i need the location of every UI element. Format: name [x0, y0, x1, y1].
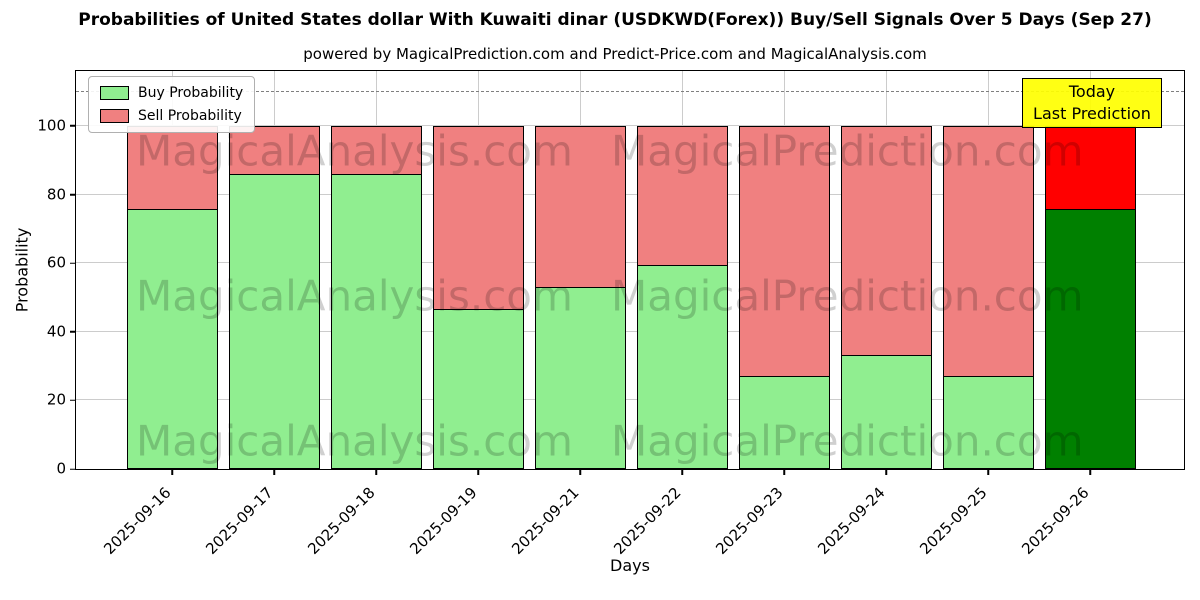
plot-area: Buy Probability Sell Probability Today L…	[37, 70, 1185, 558]
legend-item-buy: Buy Probability	[100, 85, 243, 101]
x-tick-label-text: 2025-09-16	[99, 483, 175, 559]
bar-segment-sell	[432, 125, 524, 310]
x-tick-mark	[681, 469, 683, 475]
x-tick-label-text: 2025-09-17	[201, 483, 277, 559]
x-tick-mark	[579, 469, 581, 475]
y-tick-mark	[70, 193, 76, 196]
watermark-text: MagicalPrediction.com	[611, 271, 1084, 321]
today-annotation: Today Last Prediction	[1022, 78, 1162, 128]
y-gridline	[76, 124, 1184, 126]
bar-segment-buy	[126, 209, 218, 469]
bar-segment-buy	[330, 173, 422, 469]
x-tick-mark	[477, 469, 479, 475]
today-annotation-line1: Today	[1068, 82, 1116, 101]
y-tick-mark	[70, 468, 76, 470]
bar-segment-sell	[942, 125, 1034, 377]
x-tick-label-text: 2025-09-22	[609, 483, 685, 559]
legend-label-sell: Sell Probability	[138, 108, 242, 124]
legend-label-buy: Buy Probability	[138, 85, 244, 101]
y-tick-label: 40	[46, 322, 66, 341]
x-tick-mark	[273, 469, 275, 475]
y-gridline	[76, 262, 1184, 264]
bar-segment-sell	[840, 125, 932, 355]
today-annotation-line2: Last Prediction	[1033, 104, 1151, 123]
sell-swatch-icon	[100, 109, 129, 123]
bar-segment-buy	[1044, 209, 1136, 469]
y-gridline	[76, 193, 1184, 195]
bar-segment-buy	[942, 376, 1034, 469]
x-tick-label-text: 2025-09-18	[303, 483, 379, 559]
buy-swatch-icon	[100, 86, 129, 100]
y-gridline	[76, 330, 1184, 332]
bar-segment-buy	[432, 309, 524, 469]
legend: Buy Probability Sell Probability	[88, 76, 256, 133]
bar-segment-sell	[228, 125, 320, 174]
x-tick-label-text: 2025-09-21	[507, 483, 583, 559]
watermark-text: MagicalAnalysis.com	[136, 271, 573, 321]
x-axis-label: Days	[610, 556, 650, 575]
bar-segment-buy	[228, 173, 320, 469]
watermark-text: MagicalAnalysis.com	[136, 416, 573, 466]
x-tick-label-text: 2025-09-23	[711, 483, 787, 559]
bar-segment-sell	[1044, 125, 1136, 210]
bar-segment-buy	[534, 287, 626, 469]
x-tick-mark	[885, 469, 887, 475]
chart-subtitle: powered by MagicalPrediction.com and Pre…	[303, 45, 927, 63]
chart-title: Probabilities of United States dollar Wi…	[78, 10, 1152, 30]
y-axis-label: Probability	[12, 227, 32, 313]
watermark-text: MagicalPrediction.com	[611, 126, 1084, 176]
watermark-text: MagicalAnalysis.com	[136, 126, 573, 176]
y-tick-label: 60	[46, 253, 66, 272]
x-tick-mark	[375, 469, 377, 475]
threshold-line	[76, 90, 1184, 92]
bar-segment-sell	[330, 125, 422, 174]
x-tick-label-text: 2025-09-26	[1017, 483, 1093, 559]
bar-segment-sell	[126, 125, 218, 210]
x-tick-label-text: 2025-09-25	[915, 483, 991, 559]
y-tick-label: 100	[37, 116, 66, 135]
y-tick-mark	[70, 125, 76, 127]
bar-segment-sell	[636, 125, 728, 265]
y-tick-label: 0	[56, 459, 66, 478]
y-tick-mark	[70, 399, 76, 402]
bar-segment-buy	[636, 264, 728, 469]
x-tick-mark	[987, 469, 989, 475]
x-tick-mark	[1089, 469, 1091, 475]
bar-segment-sell	[738, 125, 830, 377]
x-tick-label-text: 2025-09-19	[405, 483, 481, 559]
x-tick-mark	[783, 469, 785, 475]
y-tick-mark	[70, 262, 76, 264]
x-tick-label-text: 2025-09-24	[813, 483, 889, 559]
y-tick-mark	[70, 331, 76, 333]
y-gridline	[76, 399, 1184, 401]
legend-item-sell: Sell Probability	[100, 108, 243, 124]
bar-segment-buy	[738, 376, 830, 469]
x-tick-mark	[171, 469, 173, 475]
bar-segment-sell	[534, 125, 626, 288]
y-tick-label: 20	[46, 390, 66, 409]
bar-segment-buy	[840, 354, 932, 469]
y-tick-label: 80	[46, 185, 66, 204]
watermark-text: MagicalPrediction.com	[611, 416, 1084, 466]
